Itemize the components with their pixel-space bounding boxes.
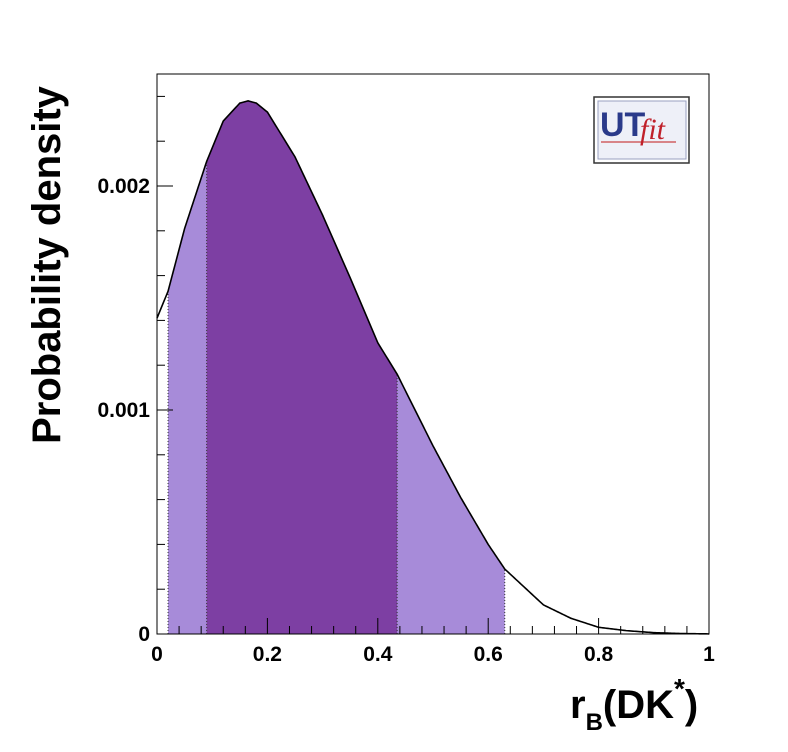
- y-tick-label: 0.001: [97, 399, 150, 422]
- axis-ticks: [156, 95, 710, 635]
- x-tick-label: 0: [151, 643, 163, 666]
- x-axis-title-argument: (DK: [603, 683, 674, 727]
- x-axis-title-closing: ): [685, 683, 698, 727]
- logo-text-sub: fit: [640, 113, 666, 146]
- y-tick-label: 0: [138, 623, 150, 646]
- x-axis-title-subscript: B: [586, 709, 603, 736]
- interval-region-1: [206, 101, 398, 634]
- plot-frame: [156, 73, 710, 635]
- y-axis-title: Probability density: [25, 85, 69, 444]
- utfit-logo: UT fit: [593, 96, 690, 164]
- logo-text-main: UT: [600, 106, 646, 144]
- x-tick-label: 0.2: [253, 643, 282, 666]
- x-tick-label: 0.6: [474, 643, 503, 666]
- density-curve-group: [156, 100, 710, 635]
- axis-tick-labels: 0 0.2 0.4 0.6 0.8 1 0 0.001 0.002: [97, 175, 715, 666]
- x-axis-title: rB(DK*): [570, 673, 698, 736]
- x-tick-label: 1: [703, 643, 715, 666]
- x-axis-title-base: r: [570, 683, 586, 727]
- y-tick-label: 0.002: [97, 175, 150, 198]
- x-tick-label: 0.4: [363, 643, 393, 666]
- x-axis-title-superscript: *: [674, 673, 685, 704]
- interval-regions: [167, 101, 506, 635]
- x-tick-label: 0.8: [584, 643, 614, 666]
- density-curve: [156, 100, 710, 635]
